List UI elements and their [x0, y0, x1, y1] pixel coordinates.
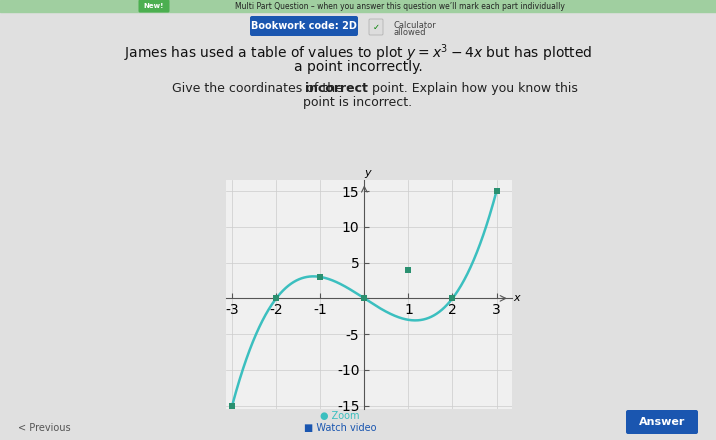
Text: Calculator: Calculator — [393, 21, 436, 29]
Point — [490, 187, 502, 194]
Text: Bookwork code: 2D: Bookwork code: 2D — [251, 21, 357, 31]
Text: Give the coordinates of the: Give the coordinates of the — [172, 81, 347, 95]
Text: New!: New! — [144, 3, 164, 9]
Point — [402, 266, 414, 273]
Text: ● Zoom: ● Zoom — [320, 411, 359, 421]
FancyBboxPatch shape — [138, 0, 170, 12]
FancyBboxPatch shape — [626, 410, 698, 434]
Text: Multi Part Question – when you answer this question we’ll mark each part individ: Multi Part Question – when you answer th… — [235, 1, 565, 11]
Text: James has used a table of values to plot $y = x^3 - 4x$ but has plotted: James has used a table of values to plot… — [124, 42, 592, 64]
Text: $x$: $x$ — [513, 293, 522, 303]
Text: point. Explain how you know this: point. Explain how you know this — [368, 81, 578, 95]
Text: allowed: allowed — [393, 27, 425, 37]
Point — [359, 295, 370, 302]
Text: $y$: $y$ — [364, 169, 373, 180]
Text: a point incorrectly.: a point incorrectly. — [294, 60, 422, 74]
Text: ■ Watch video: ■ Watch video — [304, 423, 376, 433]
Text: < Previous: < Previous — [18, 423, 71, 433]
Point — [314, 273, 326, 280]
Point — [271, 295, 282, 302]
Bar — [0, 0, 716, 12]
Point — [447, 295, 458, 302]
Text: ✓: ✓ — [372, 22, 379, 32]
FancyBboxPatch shape — [250, 16, 358, 36]
Text: Answer: Answer — [639, 417, 685, 427]
FancyBboxPatch shape — [369, 19, 383, 35]
Text: incorrect: incorrect — [305, 81, 368, 95]
Text: point is incorrect.: point is incorrect. — [304, 95, 412, 109]
Point — [226, 402, 238, 409]
